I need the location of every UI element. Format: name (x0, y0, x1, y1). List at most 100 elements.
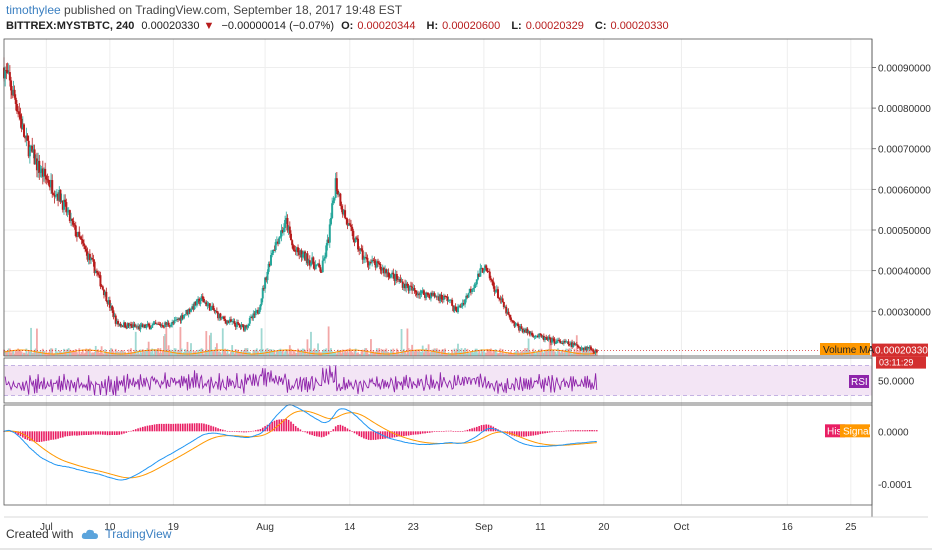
volume-bar (490, 348, 492, 356)
candle-body (475, 279, 478, 285)
volume-bar (143, 351, 145, 356)
macd-histogram-bar (563, 430, 565, 432)
volume-bar (455, 348, 458, 356)
volume-bar (351, 352, 354, 356)
volume-bar (221, 328, 224, 356)
macd-histogram-bar (301, 430, 304, 432)
candle-body (529, 332, 532, 335)
volume-bar (218, 351, 221, 356)
candle-body (254, 310, 257, 316)
volume-bar (212, 351, 215, 356)
volume-bar (58, 350, 61, 356)
volume-bar (232, 350, 235, 356)
rsi-tick-label: 50.0000 (878, 377, 915, 388)
volume-bar (28, 351, 31, 356)
candle-body (41, 168, 44, 177)
tradingview-brand-link[interactable]: TradingView (105, 527, 172, 541)
candle-body (489, 278, 492, 280)
candle-body (60, 200, 63, 203)
candle-body (252, 313, 255, 319)
candle-body (548, 337, 551, 339)
volume-bar (448, 353, 451, 356)
candle-body (385, 269, 388, 274)
macd-histogram-bar (254, 430, 257, 432)
volume-bar (148, 350, 151, 356)
candle-body (341, 209, 344, 215)
candle-body (90, 257, 93, 261)
candle-body (174, 319, 177, 321)
macd-histogram-bar (167, 423, 170, 432)
candle-body (595, 349, 598, 353)
candle-body (248, 318, 251, 324)
candle-body (199, 300, 202, 304)
volume-bar (167, 345, 170, 356)
candle-body (214, 311, 217, 312)
candle-body (420, 290, 423, 294)
volume-bar (480, 349, 483, 356)
candle-body (144, 324, 147, 328)
candle-body (528, 331, 531, 335)
macd-histogram-bar (374, 431, 377, 440)
candlestick-series (3, 57, 872, 356)
candle-body (19, 114, 22, 119)
volume-bar (264, 351, 267, 356)
volume-bar (370, 339, 372, 356)
candle-body (275, 241, 278, 243)
volume-bar (467, 352, 470, 356)
candle-body (446, 296, 449, 302)
author-link[interactable]: timothylee (6, 3, 61, 17)
volume-bar (367, 353, 370, 356)
macd-histogram-bar (358, 431, 360, 437)
candle-body (25, 135, 28, 139)
candle-body (473, 284, 476, 288)
candle-body (111, 306, 114, 311)
time-tick-label: Oct (674, 522, 690, 533)
volume-bar (230, 351, 232, 356)
volume-bar (41, 348, 44, 356)
candle-body (322, 258, 325, 261)
macd-histogram-bar (471, 428, 473, 432)
macd-histogram-bar (163, 423, 165, 432)
macd-histogram-bar (581, 430, 584, 432)
volume-bar (219, 352, 222, 356)
volume-bar (14, 350, 17, 356)
candle-body (98, 274, 101, 276)
volume-bar (92, 352, 95, 356)
volume-bar (491, 353, 494, 356)
macd-histogram-bar (292, 423, 295, 432)
candle-body (127, 323, 130, 327)
volume-bar (413, 351, 416, 356)
volume-bar (130, 348, 132, 356)
volume-bar (314, 350, 317, 356)
macd-histogram-bar (132, 429, 135, 432)
panel-frame (3, 38, 873, 357)
macd-histogram-bar (271, 421, 273, 432)
macd-histogram-bar (316, 431, 318, 437)
volume-bar (548, 336, 551, 356)
candle-body (485, 265, 488, 268)
volume-bar (225, 353, 228, 356)
volume-bar (445, 353, 448, 356)
volume-bar (378, 348, 381, 356)
candle-body (585, 347, 588, 350)
candle-body (359, 248, 362, 251)
last-value: 0.00020330 (141, 20, 200, 32)
candle-body (378, 262, 381, 265)
volume-bar (384, 350, 386, 356)
macd-histogram-bar (116, 431, 118, 436)
volume-bar (553, 351, 556, 356)
time-tick-label: 25 (845, 522, 857, 533)
candle-body (478, 273, 481, 277)
volume-bar (147, 341, 150, 356)
candle-body (553, 338, 556, 344)
candle-body (427, 294, 430, 296)
macd-histogram-bar (417, 431, 419, 435)
volume-bar (589, 348, 592, 356)
candle-body (581, 347, 584, 349)
time-tick-label: 19 (168, 522, 180, 533)
candle-body (271, 252, 274, 256)
time-axis[interactable]: Jul 10 19 Aug 14 23 Sep 11 20 Oct 16 25 (40, 522, 857, 533)
candle-body (491, 279, 494, 282)
price-axis[interactable]: 0.00090000 0.00080000 0.00070000 0.00060000… (872, 63, 931, 491)
